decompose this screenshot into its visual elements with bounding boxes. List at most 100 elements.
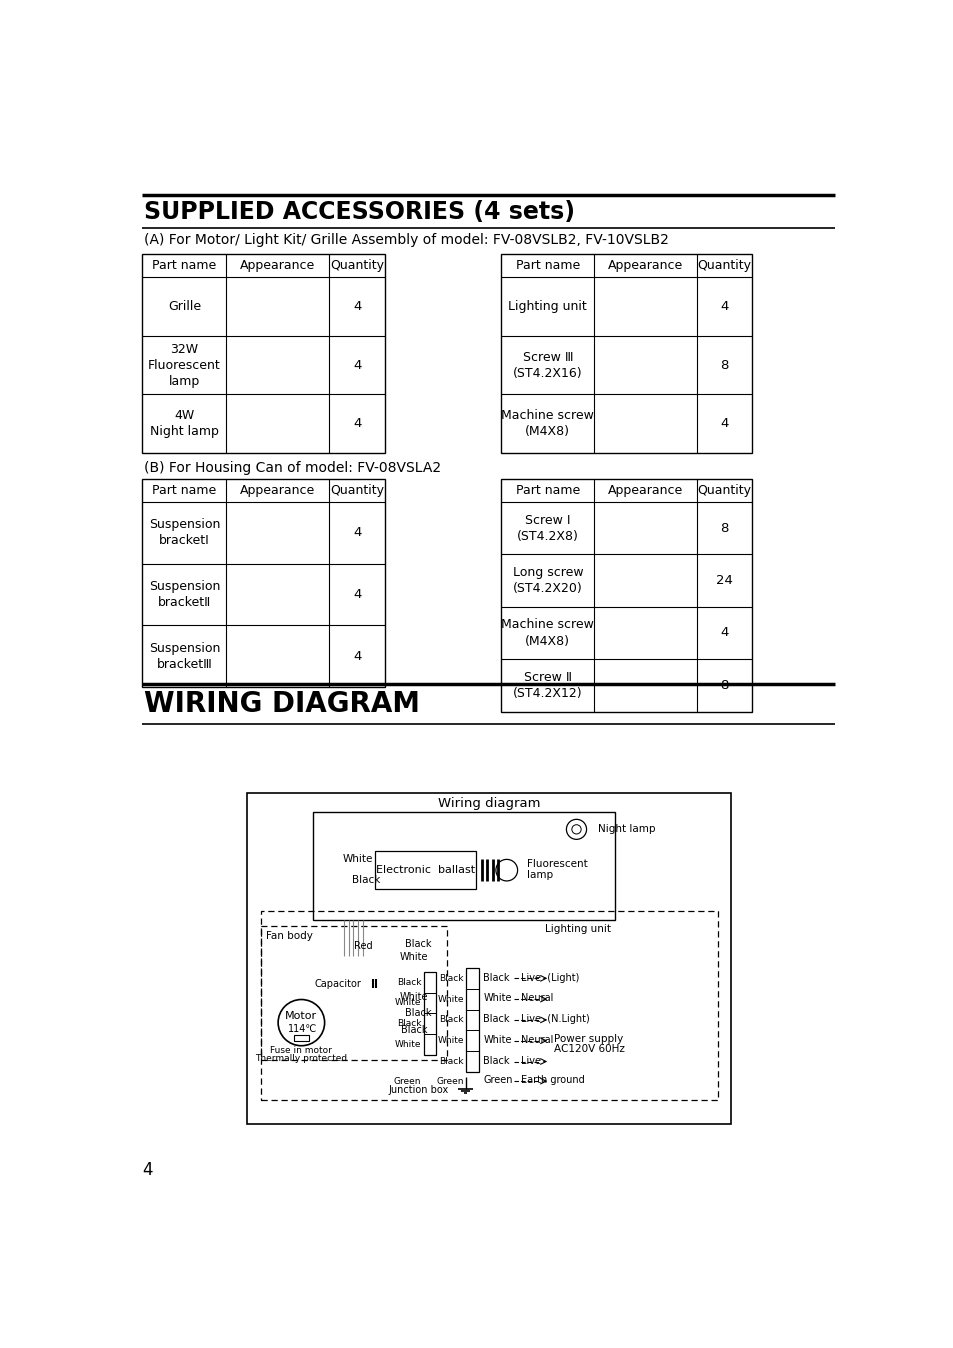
- Text: Live: Live: [520, 1055, 540, 1066]
- Text: Black: Black: [405, 1008, 431, 1018]
- Bar: [247, 793, 731, 1124]
- Bar: [261, 911, 717, 1100]
- Text: Green: Green: [394, 1077, 421, 1085]
- Text: Black: Black: [483, 972, 510, 983]
- Text: Quantity: Quantity: [697, 259, 751, 272]
- Text: Live  (Light): Live (Light): [520, 972, 578, 983]
- Text: lamp: lamp: [526, 869, 553, 880]
- Text: 4W
Night lamp: 4W Night lamp: [150, 408, 218, 438]
- Text: Lighting unit: Lighting unit: [508, 301, 587, 313]
- Text: 4: 4: [353, 650, 361, 663]
- Text: 114℃: 114℃: [288, 1023, 317, 1034]
- Text: White: White: [483, 993, 512, 1003]
- Text: Black: Black: [439, 973, 464, 983]
- Text: Black: Black: [396, 1019, 421, 1029]
- Text: Screw Ⅲ
(ST4.2X16): Screw Ⅲ (ST4.2X16): [513, 350, 582, 380]
- Bar: [423, 972, 436, 1055]
- Text: Fan body: Fan body: [266, 930, 313, 941]
- Text: Machine screw
(M4X8): Machine screw (M4X8): [501, 408, 594, 438]
- Text: AC120V 60Hz: AC120V 60Hz: [554, 1043, 624, 1054]
- Text: White: White: [398, 992, 427, 1002]
- Text: 24: 24: [716, 574, 732, 588]
- Text: Power supply: Power supply: [554, 1034, 622, 1043]
- Text: WIRING DIAGRAM: WIRING DIAGRAM: [144, 690, 419, 718]
- Bar: [375, 851, 476, 890]
- Text: White: White: [437, 995, 464, 1004]
- Text: Lighting unit: Lighting unit: [545, 923, 611, 934]
- Bar: [466, 968, 478, 1072]
- Text: Quantity: Quantity: [330, 484, 384, 497]
- Text: 4: 4: [353, 417, 361, 430]
- Text: Quantity: Quantity: [697, 484, 751, 497]
- Text: Green: Green: [436, 1077, 464, 1085]
- Text: (A) For Motor/ Light Kit/ Grille Assembly of model: FV-08VSLB2, FV-10VSLB2: (A) For Motor/ Light Kit/ Grille Assembl…: [144, 233, 668, 247]
- Text: Red: Red: [354, 941, 373, 952]
- Text: White: White: [342, 853, 373, 864]
- Text: Part name: Part name: [516, 484, 579, 497]
- Text: Screw Ⅱ
(ST4.2X12): Screw Ⅱ (ST4.2X12): [513, 671, 582, 700]
- Text: Capacitor: Capacitor: [314, 979, 360, 988]
- Text: 4: 4: [353, 301, 361, 313]
- Text: Earth ground: Earth ground: [520, 1076, 584, 1085]
- Bar: [261, 926, 447, 1060]
- Text: Live  (N.Light): Live (N.Light): [520, 1014, 589, 1024]
- Bar: [142, 479, 385, 687]
- Text: Black: Black: [439, 1015, 464, 1024]
- Text: Part name: Part name: [516, 259, 579, 272]
- Text: Part name: Part name: [152, 484, 216, 497]
- Text: White: White: [483, 1035, 512, 1045]
- Text: 4: 4: [353, 588, 361, 601]
- Text: 8: 8: [720, 522, 728, 535]
- Text: 4: 4: [142, 1162, 152, 1180]
- Text: 4: 4: [353, 527, 361, 539]
- Text: Appearance: Appearance: [240, 259, 315, 272]
- Text: SUPPLIED ACCESSORIES (4 sets): SUPPLIED ACCESSORIES (4 sets): [144, 200, 575, 224]
- Text: Neural: Neural: [520, 1035, 553, 1045]
- Text: Wiring diagram: Wiring diagram: [437, 798, 540, 810]
- Text: Black: Black: [405, 938, 431, 949]
- Text: Appearance: Appearance: [608, 259, 682, 272]
- Text: White: White: [395, 999, 421, 1007]
- Text: Fluorescent: Fluorescent: [526, 859, 587, 869]
- Text: 8: 8: [720, 359, 728, 372]
- Text: 4: 4: [353, 359, 361, 372]
- Text: (B) For Housing Can of model: FV-08VSLA2: (B) For Housing Can of model: FV-08VSLA2: [144, 461, 440, 476]
- Text: White: White: [437, 1037, 464, 1045]
- Text: Black: Black: [439, 1057, 464, 1066]
- Text: Suspension
bracketⅠ: Suspension bracketⅠ: [149, 519, 220, 547]
- Text: Suspension
bracketⅡ: Suspension bracketⅡ: [149, 580, 220, 609]
- Text: Machine screw
(M4X8): Machine screw (M4X8): [501, 619, 594, 647]
- Text: Black: Black: [351, 875, 379, 886]
- Text: Appearance: Appearance: [608, 484, 682, 497]
- Text: Quantity: Quantity: [330, 259, 384, 272]
- Text: White: White: [398, 952, 427, 962]
- Bar: [313, 813, 615, 921]
- Text: Junction box: Junction box: [389, 1085, 449, 1096]
- Text: 32W
Fluorescent
lamp: 32W Fluorescent lamp: [148, 342, 220, 387]
- Text: Part name: Part name: [152, 259, 216, 272]
- Text: Green: Green: [483, 1076, 513, 1085]
- Text: White: White: [395, 1041, 421, 1049]
- Text: Motor: Motor: [285, 1011, 317, 1022]
- Bar: [500, 479, 751, 712]
- Text: Fuse in motor: Fuse in motor: [270, 1046, 332, 1055]
- Text: Grille: Grille: [168, 301, 201, 313]
- Text: Black: Black: [483, 1014, 510, 1024]
- Text: 4: 4: [720, 301, 728, 313]
- Text: 8: 8: [720, 679, 728, 692]
- Bar: [500, 255, 751, 453]
- Text: Electronic  ballast: Electronic ballast: [375, 865, 475, 875]
- Bar: [142, 255, 385, 453]
- Text: Black: Black: [483, 1055, 510, 1066]
- Text: Black: Black: [401, 1026, 427, 1035]
- Text: Night lamp: Night lamp: [598, 825, 655, 834]
- Bar: [294, 1035, 309, 1041]
- Text: 4: 4: [720, 417, 728, 430]
- Text: Neural: Neural: [520, 993, 553, 1003]
- Text: Screw Ⅰ
(ST4.2X8): Screw Ⅰ (ST4.2X8): [517, 514, 578, 543]
- Text: Black: Black: [396, 977, 421, 987]
- Text: Long screw
(ST4.2X20): Long screw (ST4.2X20): [512, 566, 582, 594]
- Text: Suspension
bracketⅢ: Suspension bracketⅢ: [149, 642, 220, 670]
- Text: 4: 4: [720, 627, 728, 639]
- Text: Appearance: Appearance: [240, 484, 315, 497]
